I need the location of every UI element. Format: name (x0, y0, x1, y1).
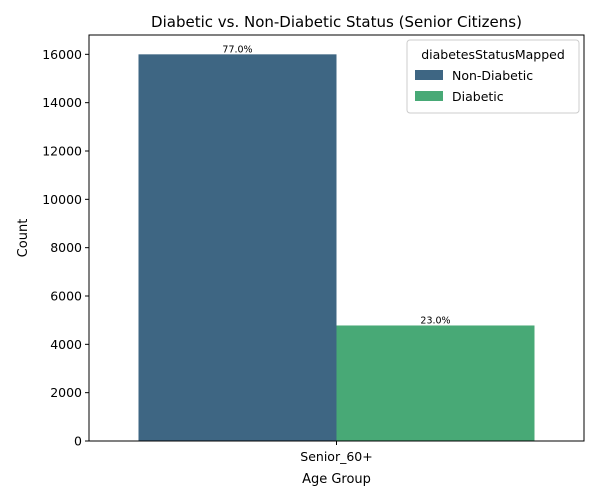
bars-layer (138, 54, 535, 441)
y-tick-label: 2000 (50, 385, 82, 400)
y-tick-label: 8000 (50, 240, 82, 255)
legend-swatch-diabetic (415, 91, 443, 101)
bar-labels-layer: 77.0% 23.0% (222, 44, 450, 326)
bar-data-label: 23.0% (420, 315, 450, 326)
legend-box (406, 39, 580, 114)
x-tick-label: Senior_60+ (300, 449, 372, 464)
y-tick-label: 0 (74, 434, 82, 449)
bar-data-label: 77.0% (222, 44, 252, 55)
chart-title: Diabetic vs. Non-Diabetic Status (Senior… (151, 13, 522, 31)
axes-layer: Senior_60+ 0 2000 4000 6000 8000 10000 12000 140… (42, 47, 372, 464)
y-tick-label: 4000 (50, 337, 82, 352)
bar-diabetic (336, 325, 535, 441)
y-tick-label: 14000 (42, 95, 82, 110)
y-tick-label: 6000 (50, 289, 82, 304)
legend-label-diabetic: Diabetic (452, 89, 504, 104)
legend-title: diabetesStatusMapped (421, 47, 565, 62)
legend: diabetesStatusMapped Non-Diabetic Diabet… (406, 39, 580, 114)
y-tick-label: 10000 (42, 192, 82, 207)
y-tick-label: 12000 (42, 144, 82, 159)
y-axis-label: Count (16, 219, 31, 258)
y-tick-label: 16000 (42, 47, 82, 62)
legend-swatch-non-diabetic (415, 70, 443, 80)
x-axis-label: Age Group (302, 472, 371, 487)
legend-label-non-diabetic: Non-Diabetic (452, 68, 533, 83)
plot-frame (88, 34, 585, 442)
bar-non-diabetic (138, 54, 337, 441)
